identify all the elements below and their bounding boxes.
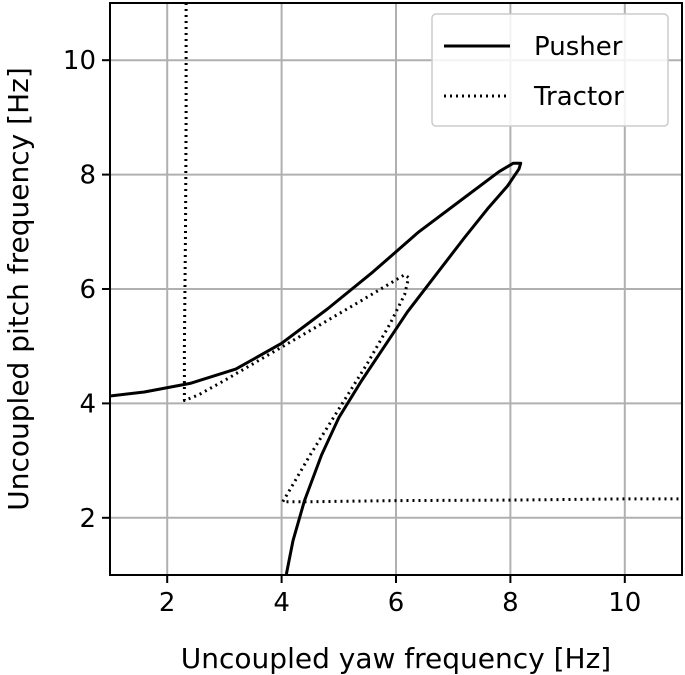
x-tick-label-4: 4 [273, 588, 290, 618]
legend-label-tractor: Tractor [533, 82, 624, 112]
series-line-pusher [110, 161, 523, 575]
y-tick-label-2: 2 [79, 504, 96, 534]
y-tick-label-10: 10 [63, 46, 96, 76]
series-layer [110, 3, 682, 575]
y-tick-label-6: 6 [79, 275, 96, 305]
y-tick-label-8: 8 [79, 161, 96, 191]
x-tick-label-10: 10 [608, 588, 641, 618]
x-tick-label-2: 2 [159, 588, 176, 618]
legend-box [431, 13, 669, 127]
x-axis-label: Uncoupled yaw frequency [Hz] [181, 642, 611, 675]
ticks: 2 4 6 8 10 2 4 6 8 10 [63, 46, 641, 618]
x-tick-label-6: 6 [388, 588, 405, 618]
y-tick-label-4: 4 [79, 389, 96, 419]
legend-label-pusher: Pusher [534, 32, 623, 62]
y-axis-label: Uncoupled pitch frequency [Hz] [2, 67, 35, 510]
x-tick-label-8: 8 [502, 588, 519, 618]
legend: Pusher Tractor [431, 13, 669, 127]
